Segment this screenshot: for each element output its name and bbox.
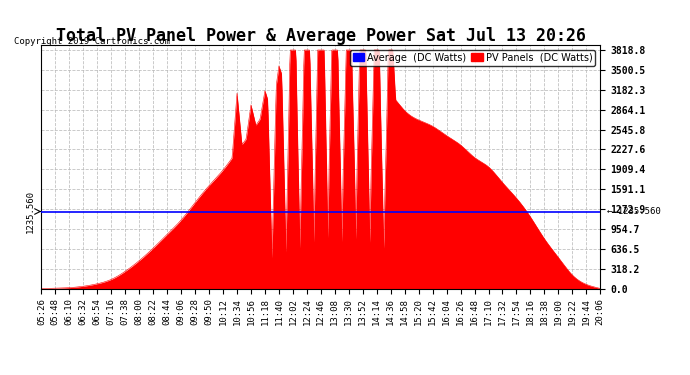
Text: Copyright 2019 Cartronics.com: Copyright 2019 Cartronics.com [14,38,170,46]
Text: 1235.560: 1235.560 [26,190,34,233]
Legend: Average  (DC Watts), PV Panels  (DC Watts): Average (DC Watts), PV Panels (DC Watts) [350,50,595,66]
Text: ← 1235.560: ← 1235.560 [607,207,661,216]
Title: Total PV Panel Power & Average Power Sat Jul 13 20:26: Total PV Panel Power & Average Power Sat… [56,27,586,45]
